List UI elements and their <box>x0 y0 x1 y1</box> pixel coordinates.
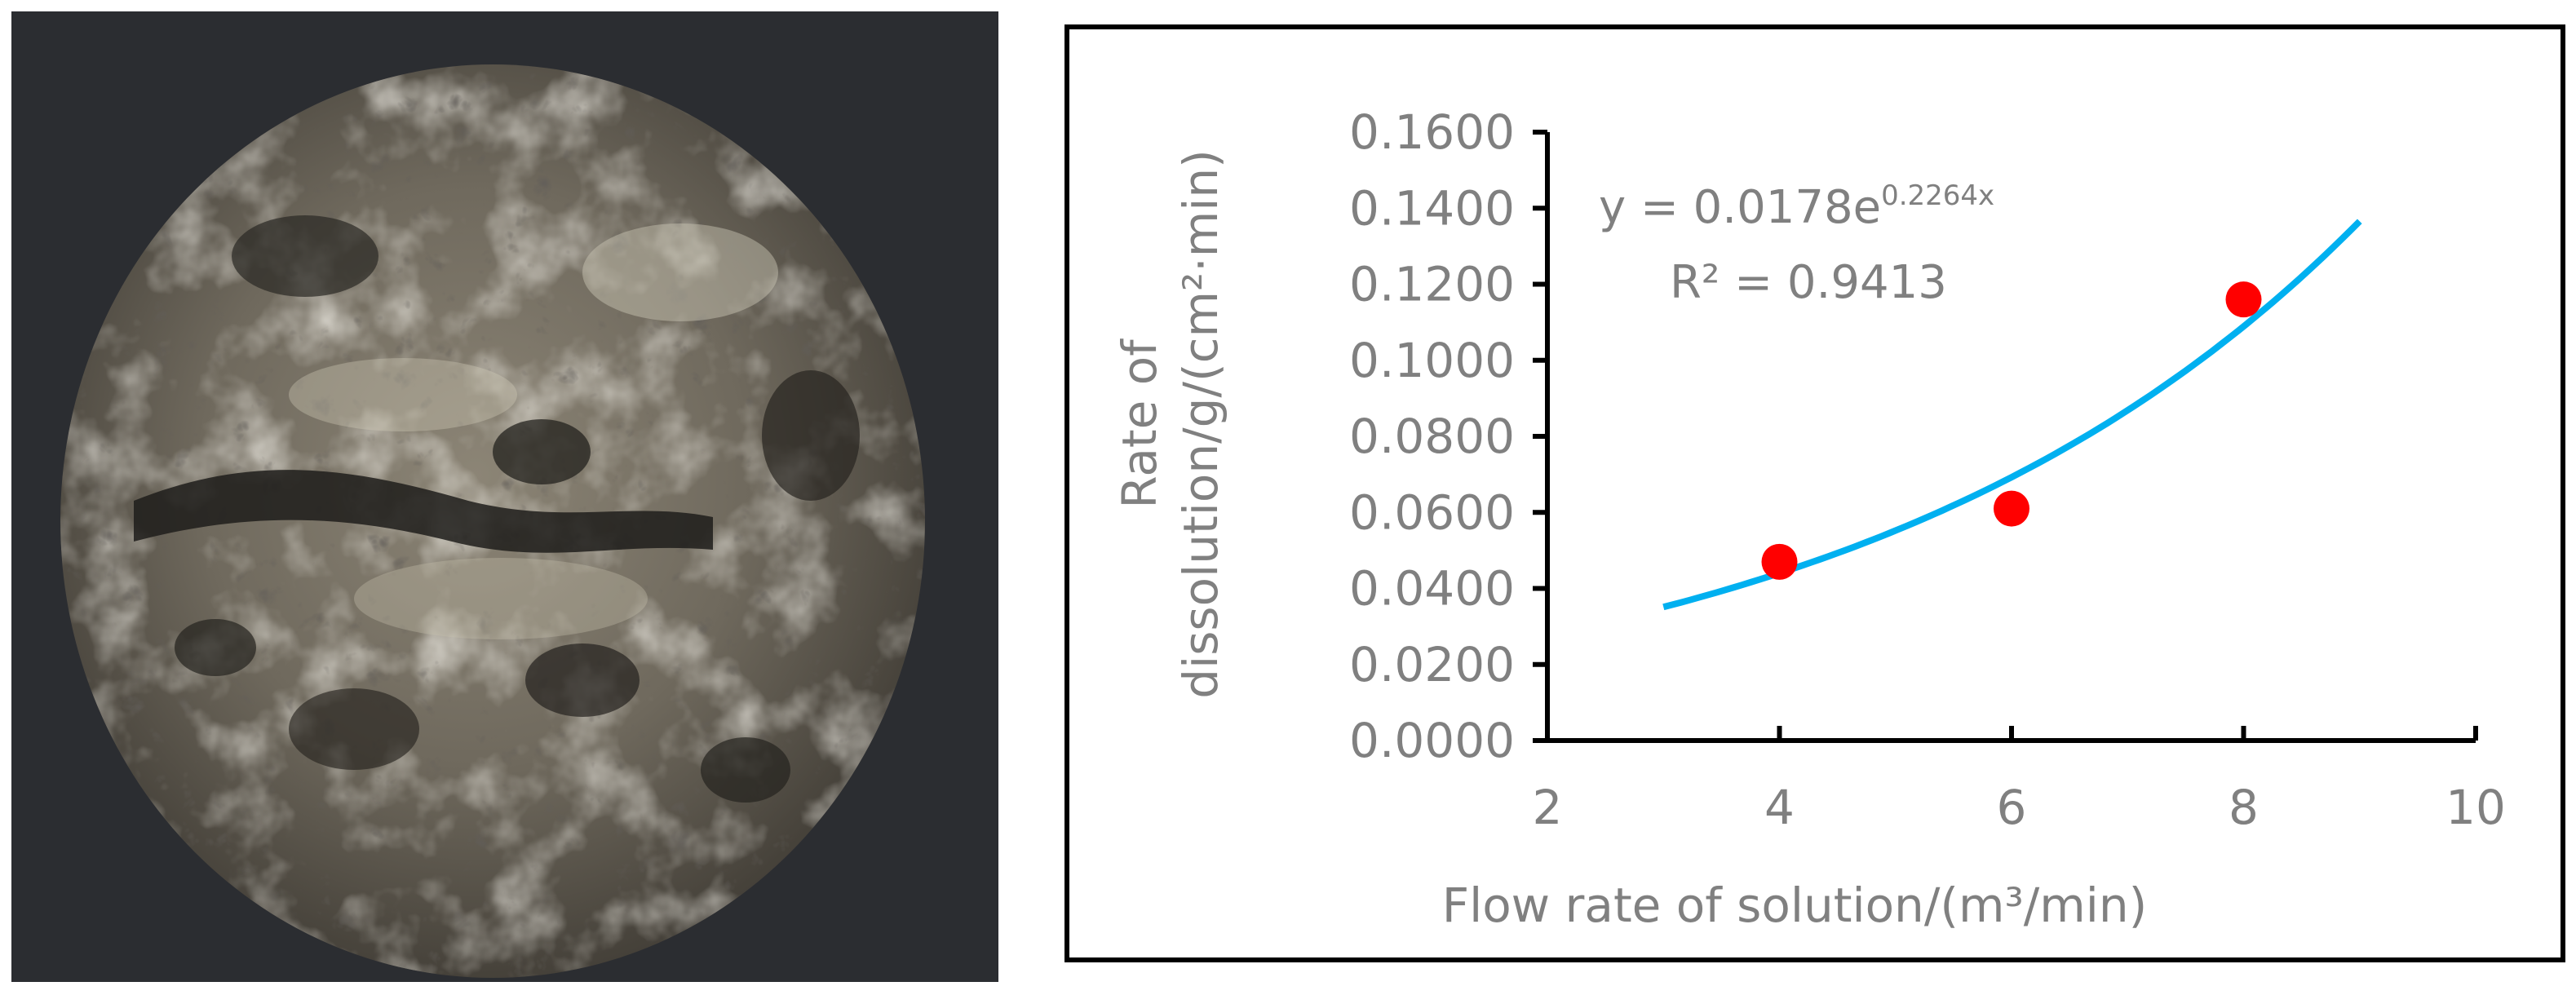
data-point <box>1994 490 2029 527</box>
y-tick-label: 0.1200 <box>1349 257 1515 312</box>
x-tick-label: 6 <box>1997 780 2027 835</box>
y-tick-label: 0.1600 <box>1349 104 1515 160</box>
x-tick-label: 2 <box>1533 780 1563 835</box>
data-point <box>1761 543 1798 580</box>
y-tick-label: 0.0600 <box>1349 484 1515 540</box>
equation-base: y = 0.0178e <box>1599 181 1881 234</box>
equation-exponent: 0.2264x <box>1881 179 1994 212</box>
dissolution-rate-chart: 0.0000 0.0200 0.0400 0.0600 0.0800 0.1000 0.12… <box>1064 24 2565 962</box>
x-tick-label: 10 <box>2445 780 2506 835</box>
y-tick-label: 0.0800 <box>1349 409 1515 464</box>
data-point <box>2225 281 2262 318</box>
y-tick-label: 0.0000 <box>1349 713 1515 768</box>
y-tick-label: 0.1000 <box>1349 333 1515 388</box>
y-tick-label: 0.1400 <box>1349 180 1515 236</box>
x-tick-label: 4 <box>1764 780 1795 835</box>
y-tick-label: 0.0400 <box>1349 561 1515 617</box>
rock-core-photo <box>11 11 998 982</box>
y-tick-label: 0.0200 <box>1349 637 1515 692</box>
r-squared-label: R² = 0.9413 <box>1670 256 1947 309</box>
trendline-equation: y = 0.0178e0.2264x <box>1599 179 1994 234</box>
y-axis-label-line2: dissolution/g/(cm²·min) <box>1173 149 1228 698</box>
x-tick-label: 8 <box>2229 780 2259 835</box>
chart-frame <box>1064 24 2565 962</box>
y-axis-label-line1: Rate of <box>1112 338 1167 509</box>
x-axis-label: Flow rate of solution/(m³/min) <box>1442 878 2148 933</box>
